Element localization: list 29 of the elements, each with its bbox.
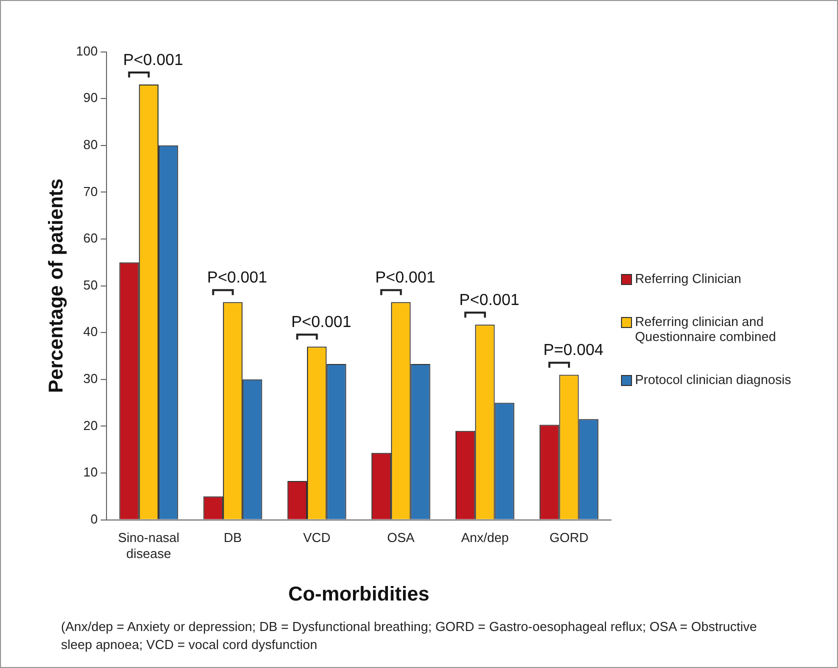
legend-label: Referring Clinician: [635, 271, 742, 286]
annotation: P<0.001: [123, 52, 184, 69]
y-tick-label: 40: [83, 324, 98, 340]
y-tick-label: 100: [76, 43, 98, 58]
legend-label: Protocol clinician diagnosis: [635, 372, 792, 387]
y-tick-label: 20: [83, 418, 98, 433]
x-tick-label: DB: [224, 530, 242, 546]
annotation: P<0.001: [459, 292, 520, 310]
annotation: P=0.004: [543, 342, 604, 360]
annotation: P<0.001: [207, 270, 268, 287]
x-tick-label: OSA: [387, 530, 415, 546]
x-axis-title: Co-morbidities: [288, 584, 430, 606]
x-tick-label: Sino-nasal disease: [118, 530, 180, 561]
y-axis-title: Percentage of patients: [46, 178, 68, 394]
y-tick-label: 50: [83, 277, 98, 292]
y-tick-label: 0: [90, 511, 98, 526]
annotation: P<0.001: [291, 314, 352, 332]
y-tick-label: 90: [83, 90, 98, 106]
x-tick-label: VCD: [303, 530, 331, 546]
x-tick-label: GORD: [549, 530, 588, 546]
text: (Anx/dep = Anxiety or depression; DB = Dysfunctional breathing; GORD = Gastro-oesophageal reflux; OSA = Obstructive sleep apnoea; VCD = vocal cord dysfunction: [61, 618, 758, 654]
legend-label: Referring clinician and Questionnaire combined: [635, 314, 777, 344]
y-tick-label: 60: [83, 230, 98, 246]
annotation: P<0.001: [375, 270, 436, 287]
y-tick-label: 80: [83, 136, 98, 152]
y-tick-label: 10: [83, 464, 98, 480]
y-tick-label: 70: [83, 184, 98, 199]
x-tick-label: Anx/dep: [461, 530, 509, 546]
y-tick-label: 30: [83, 370, 98, 386]
